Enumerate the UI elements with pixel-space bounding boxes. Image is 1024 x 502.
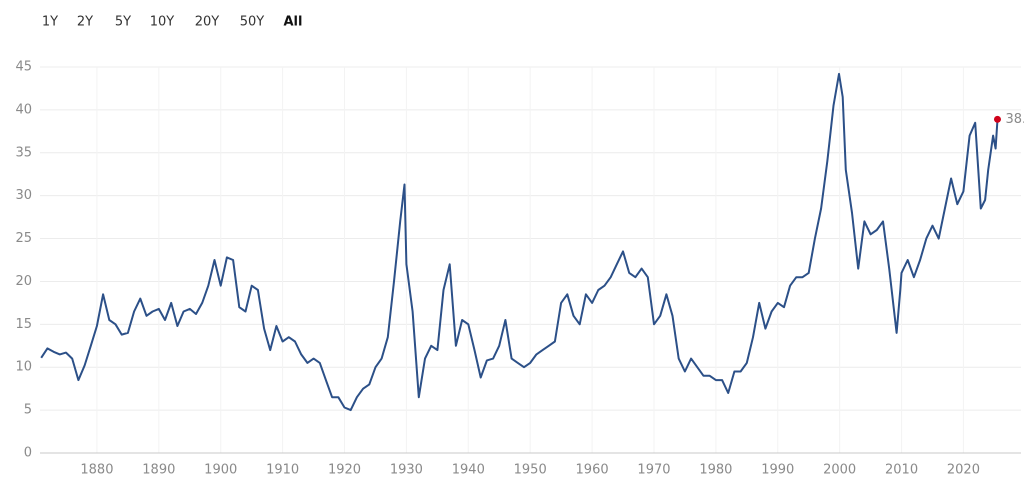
x-tick-label: 1910 [266,463,299,478]
last-value-label: 38.9 [1005,112,1024,127]
x-tick-label: 1930 [390,463,423,478]
x-tick-label: 2000 [823,463,856,478]
range-button[interactable]: 20Y [195,15,220,30]
range-button[interactable]: 10Y [150,15,175,30]
range-button[interactable]: 5Y [115,15,131,30]
y-tick-label: 35 [15,145,32,160]
y-tick-label: 45 [15,60,32,75]
x-tick-label: 1900 [204,463,237,478]
range-button[interactable]: All [284,15,303,30]
x-tick-label: 1880 [80,463,113,478]
x-tick-label: 1980 [699,463,732,478]
range-button[interactable]: 50Y [240,15,265,30]
y-tick-label: 0 [24,446,32,461]
x-tick-label: 1960 [576,463,609,478]
last-point [993,115,1001,123]
y-tick-label: 10 [15,360,32,375]
x-tick-label: 1950 [514,463,547,478]
x-tick-label: 2010 [885,463,918,478]
y-tick-label: 5 [24,403,32,418]
x-tick-label: 2020 [947,463,980,478]
x-tick-label: 1920 [328,463,361,478]
y-tick-label: 30 [15,188,32,203]
x-tick-label: 1940 [452,463,485,478]
y-tick-label: 40 [15,102,32,117]
range-button[interactable]: 2Y [77,15,93,30]
y-tick-label: 15 [15,317,32,332]
y-tick-label: 25 [15,231,32,246]
x-tick-label: 1890 [142,463,175,478]
range-button[interactable]: 1Y [42,15,58,30]
y-tick-label: 20 [15,274,32,289]
x-tick-label: 1970 [637,463,670,478]
series-line [40,72,999,412]
x-tick-label: 1990 [761,463,794,478]
